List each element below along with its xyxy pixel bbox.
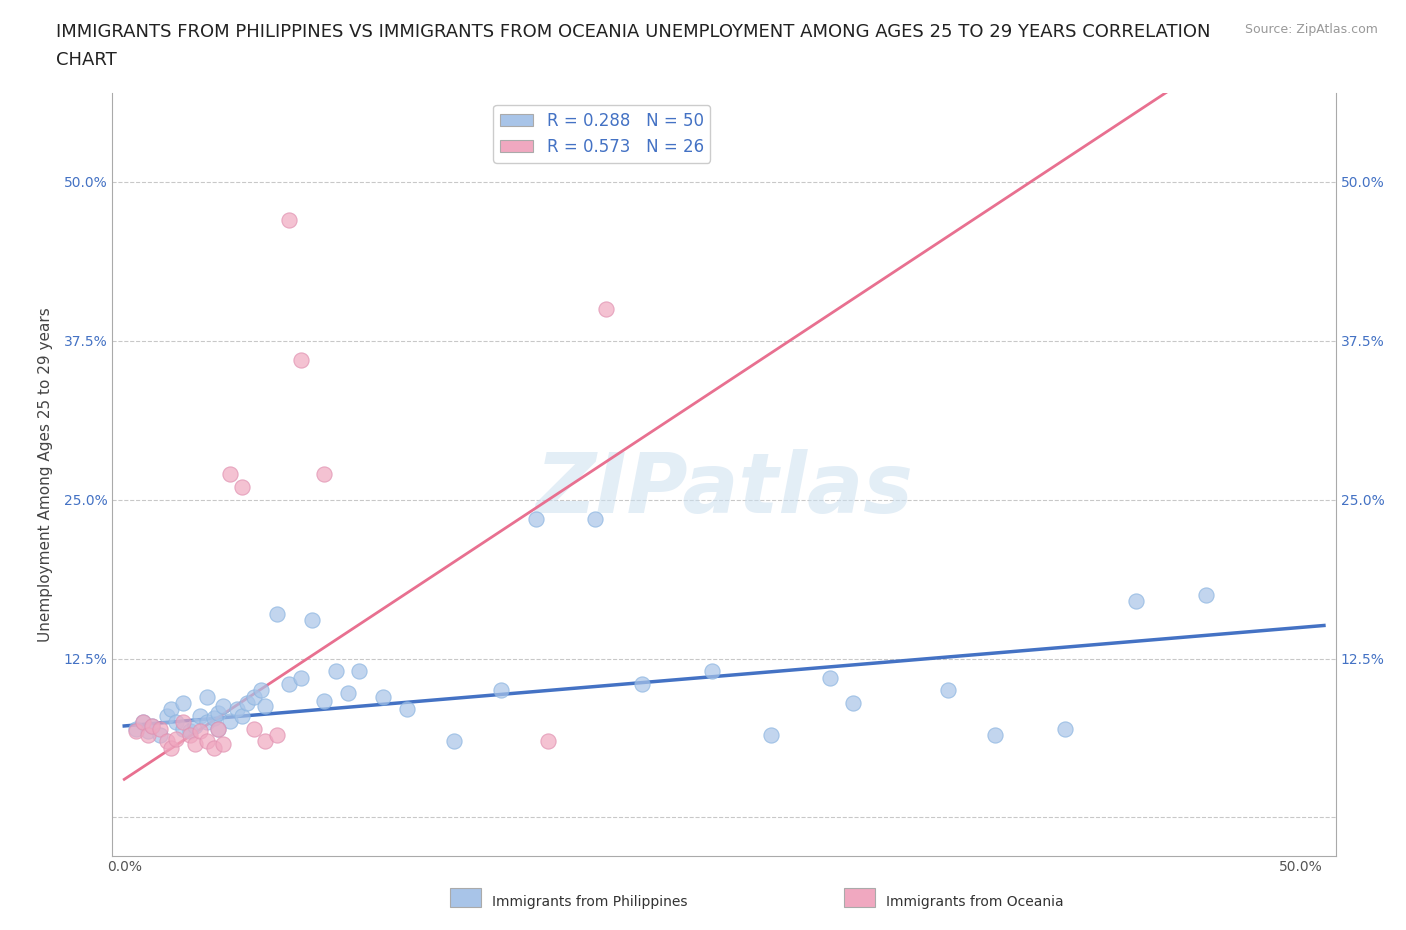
Point	[125, 724, 148, 738]
Point	[148, 721, 170, 736]
Point	[983, 727, 1005, 742]
Text: ZIPatlas: ZIPatlas	[536, 449, 912, 530]
Point	[165, 731, 187, 746]
Point	[188, 709, 211, 724]
Point	[277, 677, 299, 692]
Point	[226, 702, 249, 717]
Point	[290, 352, 312, 367]
Text: Immigrants from Oceania: Immigrants from Oceania	[886, 895, 1063, 910]
Text: CHART: CHART	[56, 51, 117, 69]
Point	[277, 213, 299, 228]
Point	[231, 709, 253, 724]
Point	[395, 702, 418, 717]
Point	[207, 721, 229, 736]
Point	[266, 606, 288, 621]
Point	[630, 677, 652, 692]
Point	[188, 724, 211, 738]
Point	[583, 512, 606, 526]
Point	[314, 693, 336, 708]
Point	[160, 702, 183, 717]
Point	[202, 740, 225, 755]
Point	[172, 714, 194, 729]
Point	[249, 683, 271, 698]
Point	[266, 727, 288, 742]
Point	[165, 714, 187, 729]
Point	[160, 740, 183, 755]
Point	[336, 685, 359, 700]
Y-axis label: Unemployment Among Ages 25 to 29 years: Unemployment Among Ages 25 to 29 years	[38, 307, 52, 642]
Point	[132, 714, 155, 729]
Point	[179, 727, 201, 742]
Text: Immigrants from Philippines: Immigrants from Philippines	[492, 895, 688, 910]
Point	[1054, 721, 1077, 736]
Point	[212, 698, 235, 713]
Point	[242, 689, 264, 704]
Point	[184, 719, 207, 734]
Point	[371, 689, 394, 704]
Point	[207, 706, 229, 721]
Text: IMMIGRANTS FROM PHILIPPINES VS IMMIGRANTS FROM OCEANIA UNEMPLOYMENT AMONG AGES 2: IMMIGRANTS FROM PHILIPPINES VS IMMIGRANT…	[56, 23, 1211, 41]
Point	[155, 709, 177, 724]
Point	[207, 721, 229, 736]
Point	[195, 734, 218, 749]
Point	[524, 512, 547, 526]
Point	[184, 737, 207, 751]
Point	[325, 664, 347, 679]
Point	[219, 467, 242, 482]
Point	[349, 664, 371, 679]
Point	[125, 721, 148, 736]
Point	[1125, 594, 1147, 609]
Point	[212, 737, 235, 751]
Point	[759, 727, 782, 742]
Point	[136, 727, 159, 742]
Point	[219, 713, 242, 728]
Point	[195, 689, 218, 704]
Point	[235, 696, 257, 711]
Point	[148, 727, 170, 742]
Point	[155, 734, 177, 749]
Point	[595, 301, 617, 316]
Legend: R = 0.288   N = 50, R = 0.573   N = 26: R = 0.288 N = 50, R = 0.573 N = 26	[494, 105, 710, 163]
Point	[172, 721, 194, 736]
Point	[443, 734, 465, 749]
Point	[254, 734, 277, 749]
Point	[242, 721, 264, 736]
Point	[290, 671, 312, 685]
Point	[172, 696, 194, 711]
Point	[818, 671, 841, 685]
Point	[489, 683, 512, 698]
Point	[195, 714, 218, 729]
Point	[179, 724, 201, 738]
Point	[231, 480, 253, 495]
Point	[1195, 588, 1218, 603]
Point	[842, 696, 865, 711]
Point	[136, 724, 159, 738]
Point	[141, 719, 163, 734]
Point	[141, 719, 163, 734]
Point	[301, 613, 323, 628]
Point	[254, 698, 277, 713]
Text: Source: ZipAtlas.com: Source: ZipAtlas.com	[1244, 23, 1378, 36]
Point	[202, 711, 225, 725]
Point	[132, 714, 155, 729]
Point	[314, 467, 336, 482]
Point	[702, 664, 724, 679]
Point	[936, 683, 959, 698]
Point	[537, 734, 560, 749]
